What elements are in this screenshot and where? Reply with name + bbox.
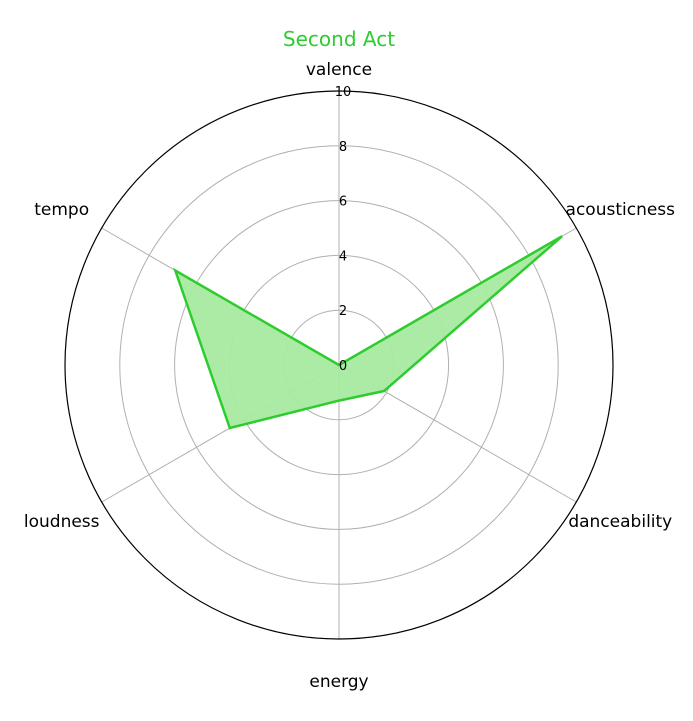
axis-label-acousticness: acousticness (566, 200, 676, 220)
tick-label: 2 (339, 304, 347, 319)
chart-title: Second Act (283, 27, 395, 51)
series-line (173, 235, 563, 430)
tick-label: 4 (339, 249, 347, 264)
outer-frame (64, 90, 614, 640)
radial-tick-labels: 0 2 4 6 8 10 (335, 85, 352, 374)
axis-label-valence: valence (306, 60, 372, 80)
radar-series (173, 235, 563, 430)
tick-label: 8 (339, 140, 347, 155)
tick-label: 6 (339, 195, 347, 210)
axis-label-loudness: loudness (24, 512, 100, 532)
tick-label: 10 (335, 85, 352, 100)
axis-labels: valence acousticness danceability energy lou… (24, 60, 675, 692)
axis-label-tempo: tempo (34, 200, 89, 220)
axis-label-danceability: danceability (568, 512, 672, 532)
radar-grid (64, 90, 614, 640)
axis-label-energy: energy (309, 672, 368, 692)
series-area (175, 236, 563, 428)
tick-label: 0 (339, 359, 347, 374)
